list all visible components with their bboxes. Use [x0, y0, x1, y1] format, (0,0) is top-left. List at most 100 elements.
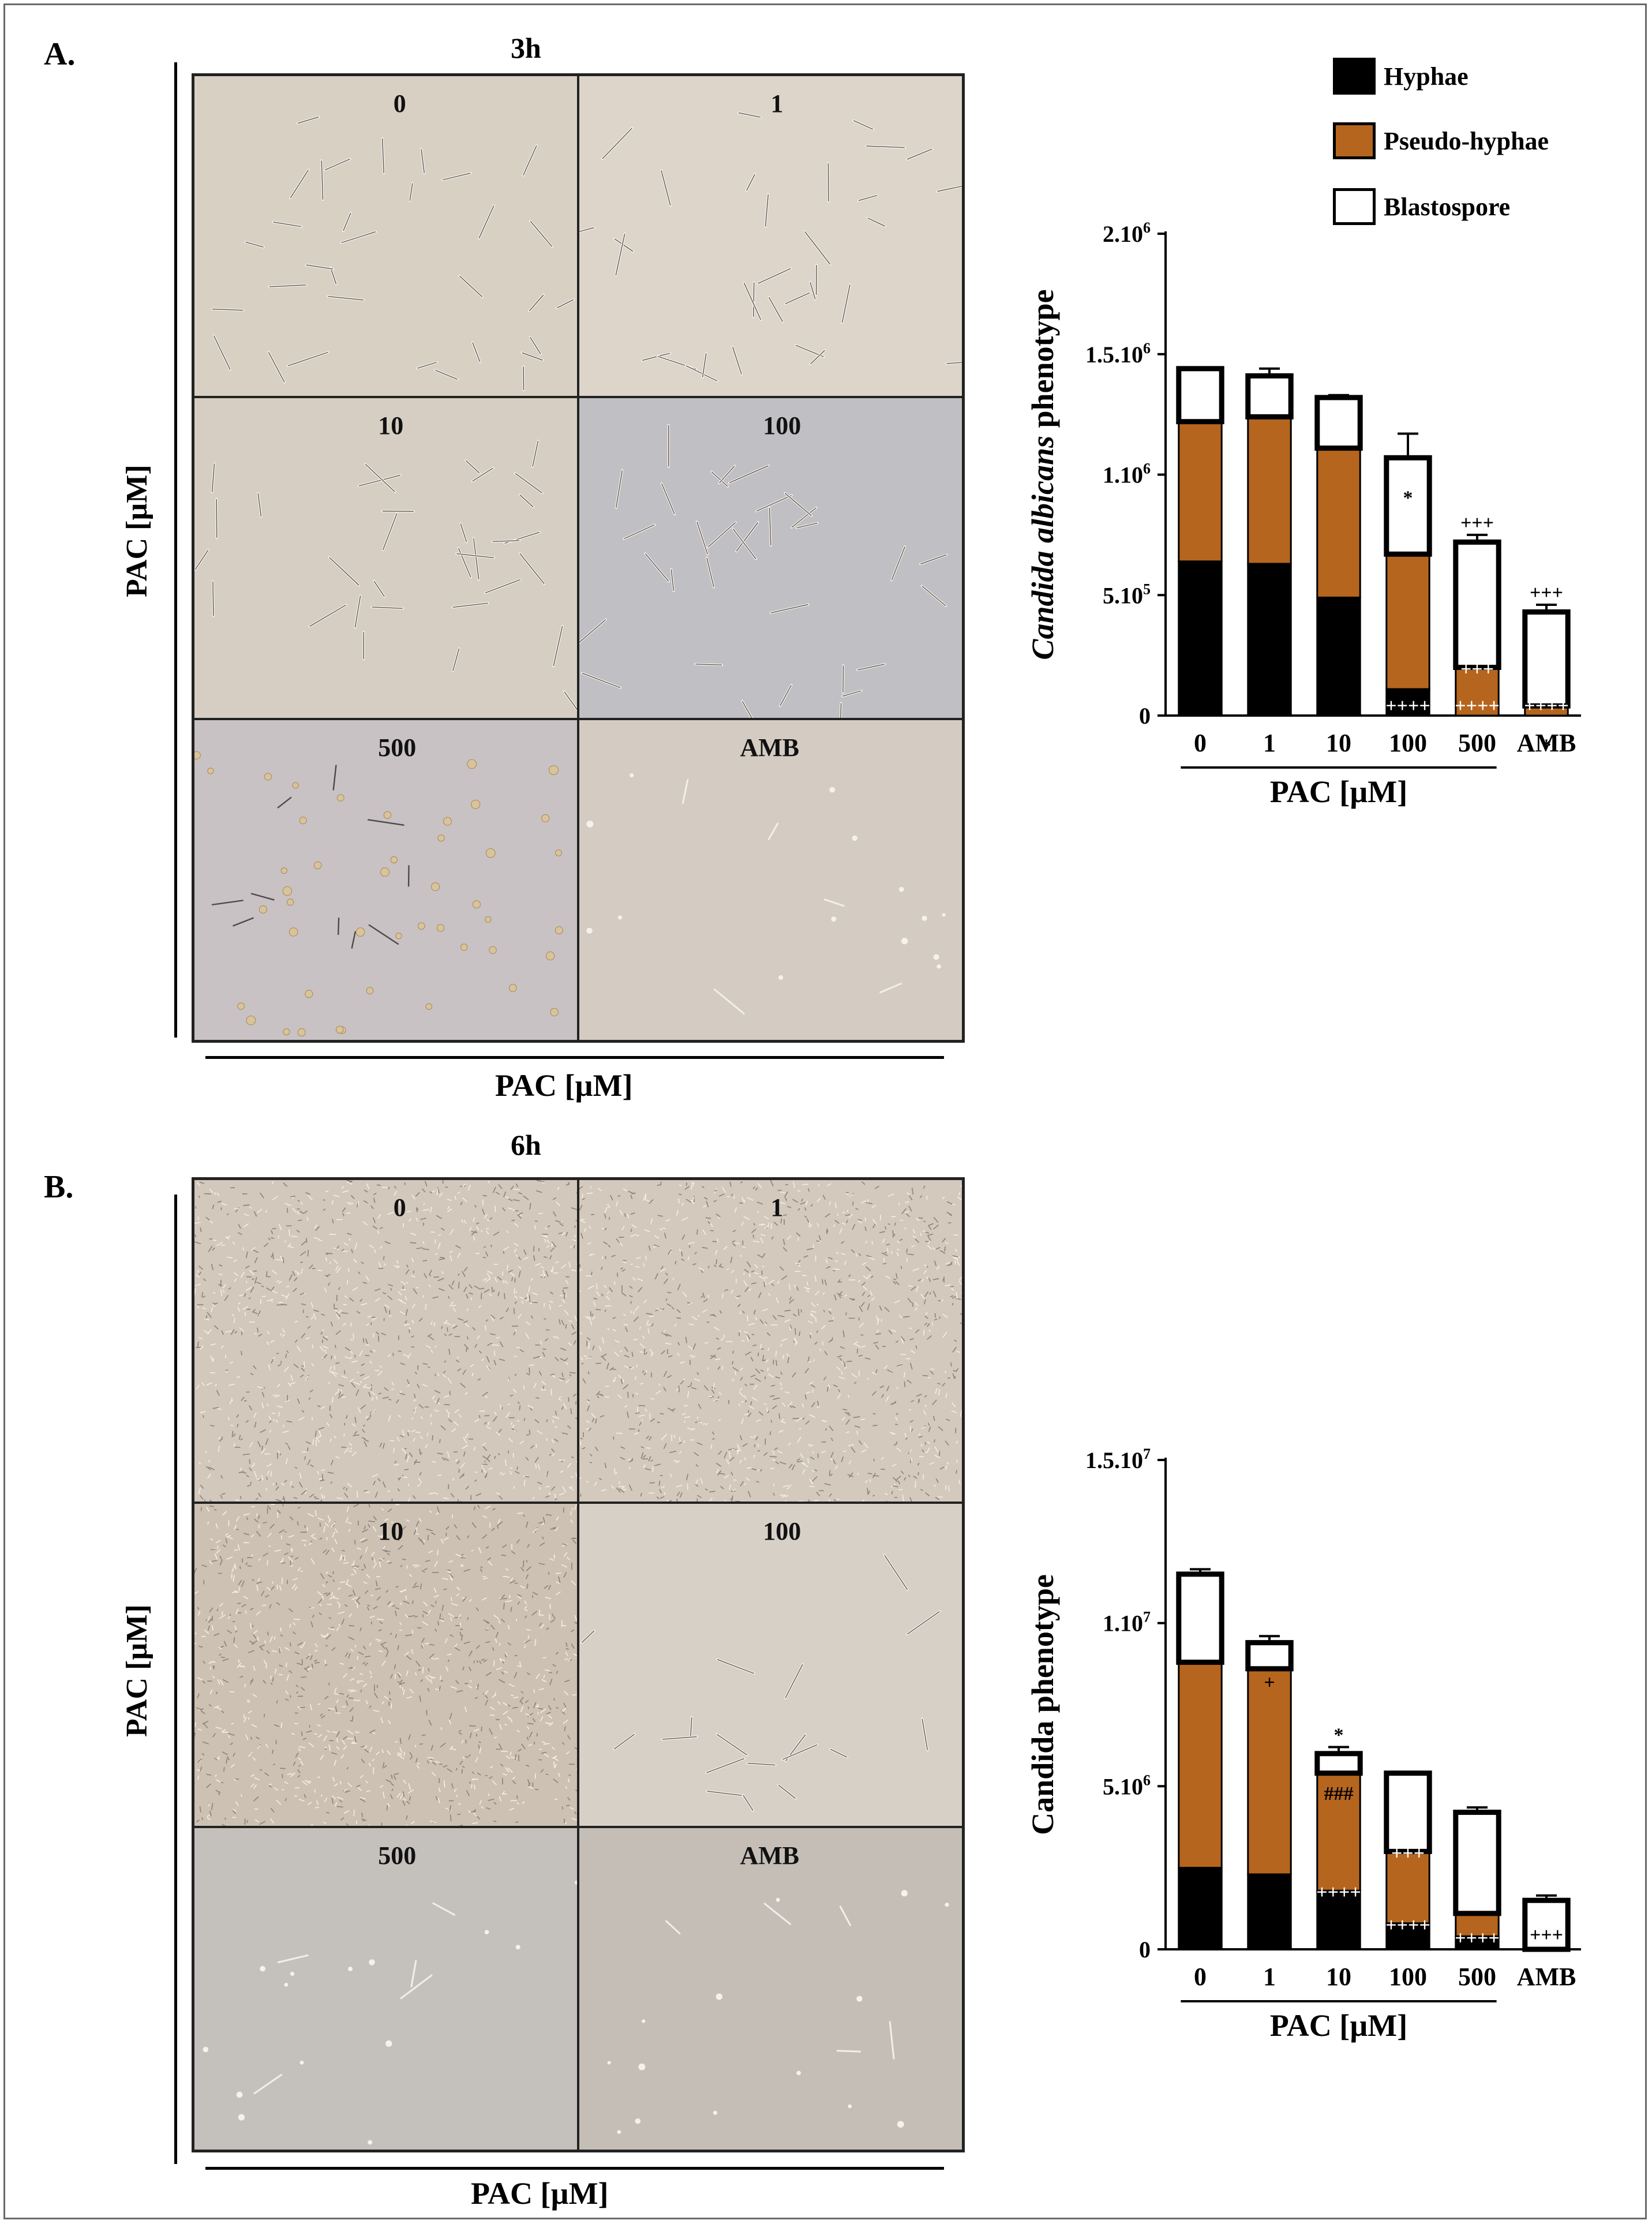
- x-tick-label: 10: [1326, 729, 1351, 757]
- cell-texture: [435, 369, 458, 380]
- cell-texture: [902, 1494, 904, 1502]
- cell-texture: [294, 1270, 300, 1274]
- cell-texture: [806, 1289, 810, 1293]
- cell-texture: [760, 1469, 762, 1472]
- cell-texture: [915, 1286, 919, 1293]
- cell-texture: [861, 1200, 867, 1204]
- cell-texture: [334, 1309, 338, 1312]
- cell-texture: [254, 1276, 257, 1284]
- cell-texture: [592, 1345, 595, 1350]
- cell-texture: [289, 1670, 293, 1673]
- cell-texture: [373, 1197, 376, 1203]
- cell-texture: [838, 1376, 845, 1380]
- cell-texture: [716, 1259, 717, 1265]
- cell-texture: [572, 1540, 576, 1544]
- cell-texture: [568, 1486, 573, 1488]
- cell-texture: [399, 1392, 406, 1395]
- cell-texture: [753, 1384, 758, 1390]
- cell-texture: [484, 1475, 488, 1477]
- cell-texture: [780, 684, 792, 706]
- cell-texture: [881, 1457, 885, 1461]
- cell-texture: [513, 1308, 515, 1314]
- x-tick-label: AMB: [1517, 1963, 1576, 1991]
- cell-texture: [663, 1278, 668, 1285]
- cell-texture: [406, 1697, 413, 1699]
- cell-texture: [272, 1196, 278, 1201]
- cell-texture: [448, 1333, 452, 1336]
- cell-texture: [251, 1640, 258, 1645]
- cell-texture: [210, 1538, 213, 1541]
- cell-texture: [562, 1289, 565, 1295]
- cell-texture: [562, 1486, 567, 1492]
- cell-texture: [298, 1481, 303, 1488]
- legend-label: Hyphae: [1384, 62, 1469, 91]
- cell-texture: [901, 938, 908, 945]
- cell-texture: [391, 1381, 395, 1386]
- cell-texture: [744, 1268, 749, 1273]
- cell-texture: [747, 1410, 750, 1414]
- cell-texture: [447, 1327, 448, 1332]
- cell-texture: [369, 1244, 374, 1249]
- cell-texture: [821, 1324, 826, 1330]
- cell-texture: [499, 1341, 504, 1347]
- cell-texture: [326, 1274, 331, 1277]
- cell-texture: [573, 1340, 576, 1345]
- cell-texture: [457, 1368, 462, 1372]
- cell-texture: [929, 1462, 935, 1465]
- cell-texture: [369, 1959, 375, 1965]
- legend-swatch-hyphae: [1333, 58, 1376, 95]
- cell-texture: [852, 835, 857, 841]
- cell-texture: [739, 1391, 744, 1398]
- cell-texture: [269, 1523, 275, 1529]
- cell-texture: [212, 1407, 219, 1409]
- cell-texture: [674, 1323, 677, 1327]
- cell-texture: [595, 1446, 598, 1451]
- cell-texture: [197, 1677, 203, 1681]
- cell-texture: [561, 1544, 568, 1547]
- x-axis-label: PAC [µM]: [1270, 2008, 1408, 2043]
- cell-texture: [194, 1234, 197, 1238]
- cell-texture: [740, 1481, 744, 1487]
- cell-texture: [748, 1288, 752, 1291]
- cell-texture: [387, 1295, 393, 1300]
- cell-texture: [387, 1508, 392, 1512]
- cell-texture: [662, 1433, 668, 1439]
- cell-texture: [550, 1528, 556, 1530]
- cell-texture: [365, 1574, 370, 1579]
- cell-texture: [425, 1676, 430, 1682]
- cell-texture: [469, 1227, 472, 1231]
- cell-texture: [695, 1464, 699, 1467]
- y-tick-label-base: 5.10: [1103, 582, 1143, 608]
- cell-texture: [290, 1481, 293, 1486]
- cell-texture: [915, 1329, 920, 1334]
- cell-texture: [228, 1287, 231, 1290]
- cell-texture: [765, 1321, 767, 1324]
- cell-texture: [194, 1722, 196, 1728]
- cell-texture: [571, 1508, 574, 1511]
- cell-texture: [570, 1629, 575, 1633]
- cell-texture: [542, 1270, 545, 1276]
- cell-texture: [477, 1504, 480, 1508]
- cell-texture: [321, 160, 324, 200]
- cell-texture: [459, 1761, 463, 1765]
- cell-texture: [561, 1232, 565, 1236]
- cell-texture: [198, 1271, 202, 1276]
- cell-texture: [930, 1371, 934, 1375]
- cell-texture: [207, 1473, 212, 1479]
- cell-texture: [259, 1478, 262, 1481]
- cell-texture: [625, 1327, 628, 1332]
- cell-texture: [535, 1463, 537, 1469]
- cell-texture: [702, 1204, 707, 1208]
- cell-texture: [273, 1418, 275, 1422]
- cell-texture: [301, 1642, 306, 1648]
- cell-texture: [225, 1538, 228, 1544]
- cell-texture: [593, 1301, 596, 1307]
- cell-texture: [846, 1210, 849, 1212]
- cell-texture: [541, 1182, 545, 1184]
- cell-texture: [210, 1343, 216, 1346]
- cell-texture: [336, 1746, 340, 1750]
- cell-texture: [747, 1412, 752, 1417]
- cell-texture: [439, 1258, 445, 1260]
- cell-texture: [851, 1447, 856, 1453]
- cell-texture: [565, 1324, 567, 1329]
